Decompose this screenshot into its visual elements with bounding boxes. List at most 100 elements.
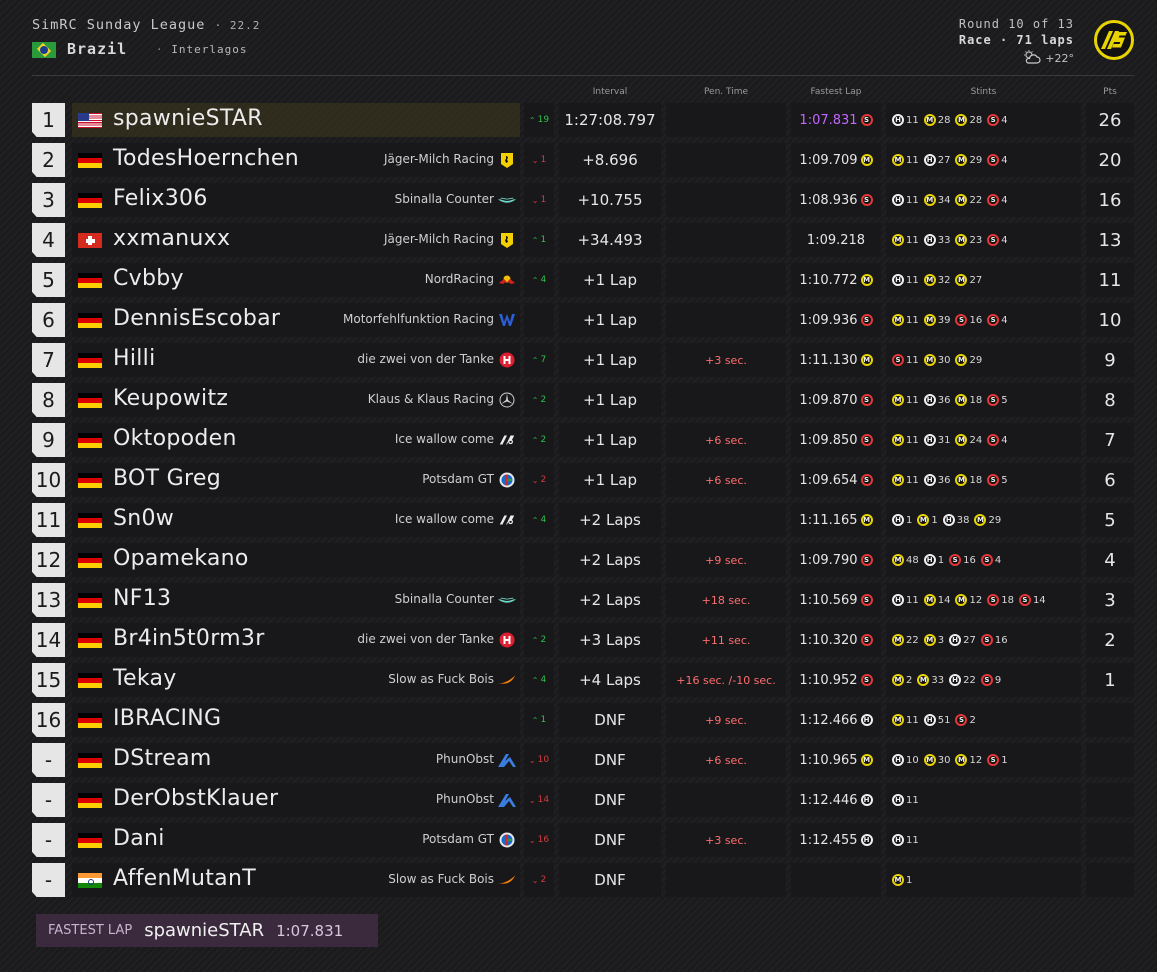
- tyre-m-icon: M: [955, 434, 968, 446]
- stint: H 11: [892, 594, 919, 606]
- mclaren-logo-icon: [498, 872, 516, 888]
- driver-cell: Tekay Slow as Fuck Bois: [72, 663, 520, 697]
- fastest-lap-cell: [791, 863, 881, 897]
- penalty-time: [666, 783, 786, 817]
- astonmartin-logo-icon: [498, 592, 516, 608]
- points: [1086, 863, 1134, 897]
- position-change: [524, 543, 554, 577]
- stint: M 11: [892, 234, 919, 246]
- position-change: ⌄ 2: [524, 463, 554, 497]
- driver-cell: DStream PhunObst: [72, 743, 520, 777]
- tyre-m-icon: M: [955, 274, 968, 286]
- fastest-lap: 1:10.320: [799, 632, 858, 648]
- tyre-s-icon: S: [987, 314, 1000, 326]
- stint-laps: 11: [906, 354, 919, 366]
- alfaromeo-logo-icon: [498, 472, 516, 488]
- tyre-m-icon: M: [892, 314, 904, 326]
- tyre-s-icon: S: [1018, 594, 1031, 606]
- stint-laps: 4: [1001, 194, 1008, 206]
- race-label: Race · 71 laps: [958, 33, 1074, 47]
- position-change: ⌃ 2: [524, 423, 554, 457]
- fastest-lap: 1:12.466: [799, 712, 858, 728]
- table-row: 16 IBRACING ⌃ 1 DNF +9 sec. 1:12.466 H M 11 H 51 S 2: [32, 701, 1134, 741]
- stint: H 33: [923, 234, 950, 246]
- alpine-logo-icon: [498, 792, 516, 808]
- tyre-m-icon: M: [923, 754, 936, 766]
- position-change-value: 2: [540, 435, 547, 445]
- tyre-s-icon: S: [860, 594, 873, 606]
- position-change-value: 2: [540, 395, 547, 405]
- team-name: Potsdam GT: [422, 832, 494, 846]
- tyre-h-icon: H: [892, 194, 904, 206]
- results-table: 1 spawnieSTAR ⌃ 19 1:27:08.797 1:07.831 S H 11 M 2…: [32, 101, 1134, 901]
- interval: +1 Lap: [559, 423, 661, 457]
- stint: M 39: [923, 314, 950, 326]
- tyre-m-icon: M: [923, 314, 936, 326]
- interval: +1 Lap: [559, 343, 661, 377]
- interval: +1 Lap: [559, 263, 661, 297]
- driver-name: IBRACING: [113, 706, 222, 731]
- fastest-lap-cell: 1:09.870 S: [791, 383, 881, 417]
- driver-cell: IBRACING: [72, 703, 520, 737]
- team-name: Potsdam GT: [422, 472, 494, 486]
- table-row: - DStream PhunObst ⌄ 10 DNF +6 sec. 1:10.965 M H 1…: [32, 741, 1134, 781]
- team-name: PhunObst: [435, 752, 494, 766]
- stint-laps: 12: [969, 594, 983, 606]
- points: [1086, 703, 1134, 737]
- driver-cell: spawnieSTAR: [72, 103, 520, 137]
- team-name: Motorfehlfunktion Racing: [343, 312, 494, 326]
- position-change-value: 4: [540, 515, 547, 525]
- interval: +2 Laps: [559, 543, 661, 577]
- stint: H 27: [949, 634, 976, 646]
- position: 1: [32, 103, 65, 137]
- driver-name: TodesHoernchen: [113, 146, 299, 171]
- redbull-logo-icon: [498, 272, 516, 288]
- stints: H 11: [886, 783, 1081, 817]
- tyre-h-icon: H: [949, 634, 962, 646]
- stint-laps: 31: [937, 434, 951, 446]
- penalty-time: +3 sec.: [666, 343, 786, 377]
- fastest-lap: 1:09.218: [806, 232, 866, 248]
- stint-laps: 18: [969, 474, 983, 486]
- team-name: PhunObst: [435, 792, 494, 806]
- col-stints: Stints: [970, 87, 997, 97]
- driver-name: Hilli: [113, 346, 156, 371]
- stint: M 28: [955, 114, 982, 126]
- stint-laps: 16: [963, 554, 976, 566]
- driver-cell: Br4in5t0rm3r die zwei von der Tanke: [72, 623, 520, 657]
- tyre-m-icon: M: [860, 754, 873, 766]
- penalty-time: +16 sec. /-10 sec.: [666, 663, 786, 697]
- stints: H 10 M 30 M 12 S 1: [886, 743, 1081, 777]
- position-change: ⌃ 1: [524, 223, 554, 257]
- stints: H 11: [886, 823, 1081, 857]
- position-change-value: 14: [537, 795, 550, 805]
- stint-laps: 27: [969, 274, 983, 286]
- position-change: ⌃ 19: [524, 103, 554, 137]
- stint: M 11: [892, 154, 919, 166]
- round-label: Round 10 of 13: [958, 17, 1074, 31]
- ferrari-logo-icon: [498, 152, 516, 168]
- stint: S 16: [955, 314, 982, 326]
- tyre-m-icon: M: [892, 714, 904, 726]
- col-interval: Interval: [592, 87, 628, 97]
- position: 3: [32, 183, 65, 217]
- fastest-lap: 1:12.446: [799, 792, 858, 808]
- season-label: · 22.2: [214, 19, 261, 32]
- stint-laps: 36: [937, 394, 951, 406]
- stints: M 2 M 33 H 22 S 9: [886, 663, 1081, 697]
- tyre-h-icon: H: [923, 714, 936, 726]
- tyre-m-icon: M: [955, 474, 968, 486]
- stints: M 11 H 27 M 29 S 4: [886, 143, 1081, 177]
- country-name: Brazil: [67, 40, 128, 58]
- stint-laps: 4: [1001, 314, 1008, 326]
- driver-name: NF13: [113, 586, 172, 611]
- position-change-value: 16: [537, 835, 550, 845]
- points: 11: [1086, 263, 1134, 297]
- arrow-up-icon: ⌃: [531, 715, 539, 725]
- mercedes-logo-icon: [498, 392, 516, 408]
